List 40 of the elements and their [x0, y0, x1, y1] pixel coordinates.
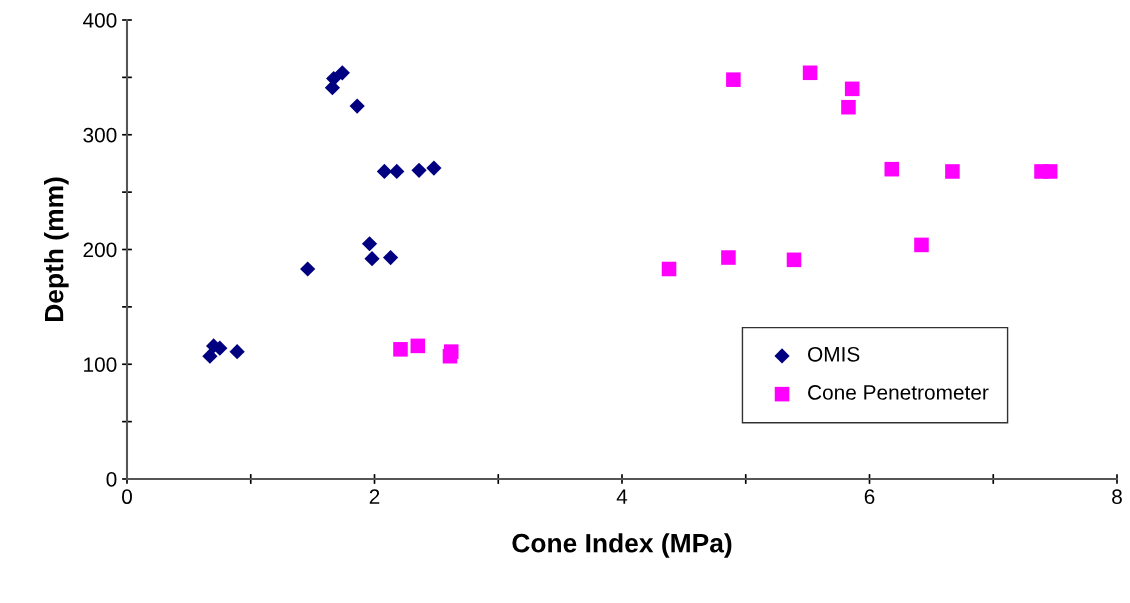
point: [841, 99, 856, 115]
point: [945, 164, 960, 179]
x-axis-title: Cone Index (MPa): [512, 533, 732, 558]
point: [802, 65, 818, 81]
point: [382, 249, 399, 266]
point: [300, 261, 316, 277]
point: [426, 160, 442, 176]
point: [410, 338, 426, 354]
point: [443, 344, 459, 359]
point: [844, 81, 860, 97]
point: [884, 161, 900, 177]
legend-label: Cone Penetrometer: [808, 385, 989, 400]
y-tick-label: 100: [84, 357, 117, 372]
point: [726, 72, 741, 87]
x-tick-label: 2: [369, 489, 380, 504]
point: [914, 237, 929, 253]
x-tick-label: 4: [616, 489, 628, 504]
point: [202, 348, 218, 364]
point: [411, 162, 427, 178]
y-axis-title: Depth (mm): [44, 177, 69, 322]
x-tick-label: 0: [122, 489, 132, 505]
point: [361, 236, 378, 252]
y-tick-label: 0: [106, 472, 117, 487]
y-tick-label: 300: [83, 127, 117, 143]
point: [389, 163, 405, 180]
x-tick-label: 8: [1112, 489, 1122, 505]
point: [393, 342, 408, 357]
point: [786, 252, 802, 268]
y-tick-label: 400: [83, 13, 117, 28]
point: [661, 261, 677, 277]
y-tick-label: 200: [83, 242, 117, 258]
legend-label: OMIS: [808, 346, 860, 362]
point: [721, 250, 736, 265]
point: [334, 65, 350, 81]
point: [1042, 164, 1058, 179]
point: [349, 98, 365, 114]
x-tick-label: 6: [864, 489, 875, 505]
point: [364, 251, 380, 267]
point: [229, 344, 245, 360]
point: [376, 163, 393, 180]
